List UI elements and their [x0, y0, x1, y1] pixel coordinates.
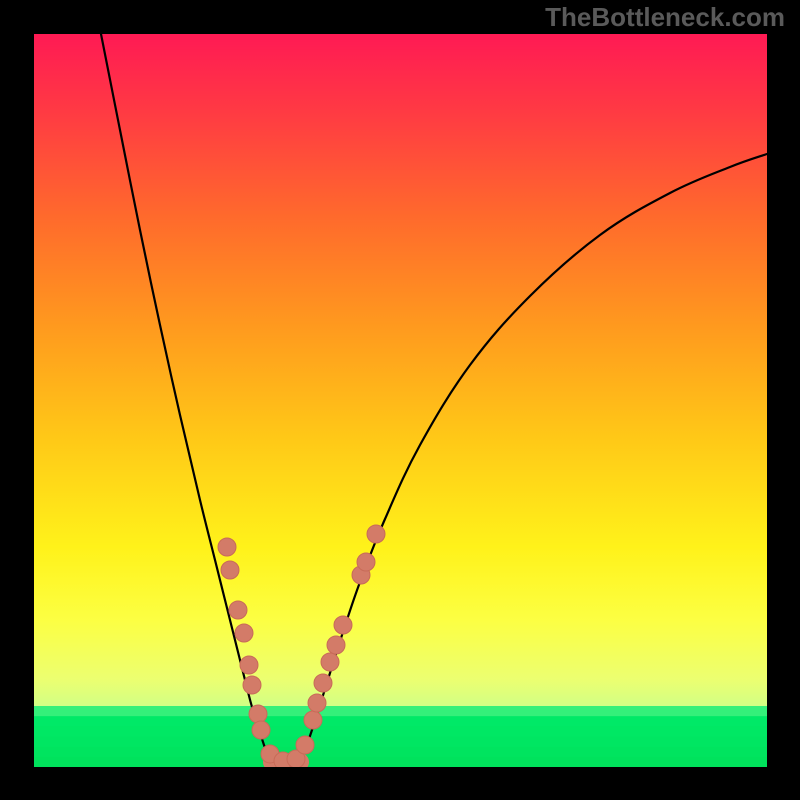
gradient-background: [34, 34, 767, 767]
marker-dot: [321, 653, 339, 671]
watermark-text: TheBottleneck.com: [545, 2, 785, 33]
chart-stage: TheBottleneck.com: [0, 0, 800, 800]
marker-dot: [249, 705, 267, 723]
marker-dot: [252, 721, 270, 739]
bottom-band-strip: [34, 757, 767, 767]
marker-dot: [314, 674, 332, 692]
marker-dot: [304, 711, 322, 729]
marker-dot: [221, 561, 239, 579]
marker-dot: [296, 736, 314, 754]
marker-dot: [243, 676, 261, 694]
bottom-band-strip: [34, 726, 767, 737]
marker-dot: [357, 553, 375, 571]
marker-dot: [240, 656, 258, 674]
marker-dot: [235, 624, 253, 642]
bottom-band-strip: [34, 747, 767, 758]
marker-dot: [308, 694, 326, 712]
bottom-band-strip: [34, 706, 767, 717]
marker-dot: [218, 538, 236, 556]
bottom-band-strip: [34, 716, 767, 727]
chart-svg: [34, 34, 767, 767]
marker-dot: [367, 525, 385, 543]
marker-dot: [334, 616, 352, 634]
bottom-band-strip: [34, 737, 767, 748]
marker-dot: [229, 601, 247, 619]
marker-dot: [327, 636, 345, 654]
plot-area: [34, 34, 767, 767]
